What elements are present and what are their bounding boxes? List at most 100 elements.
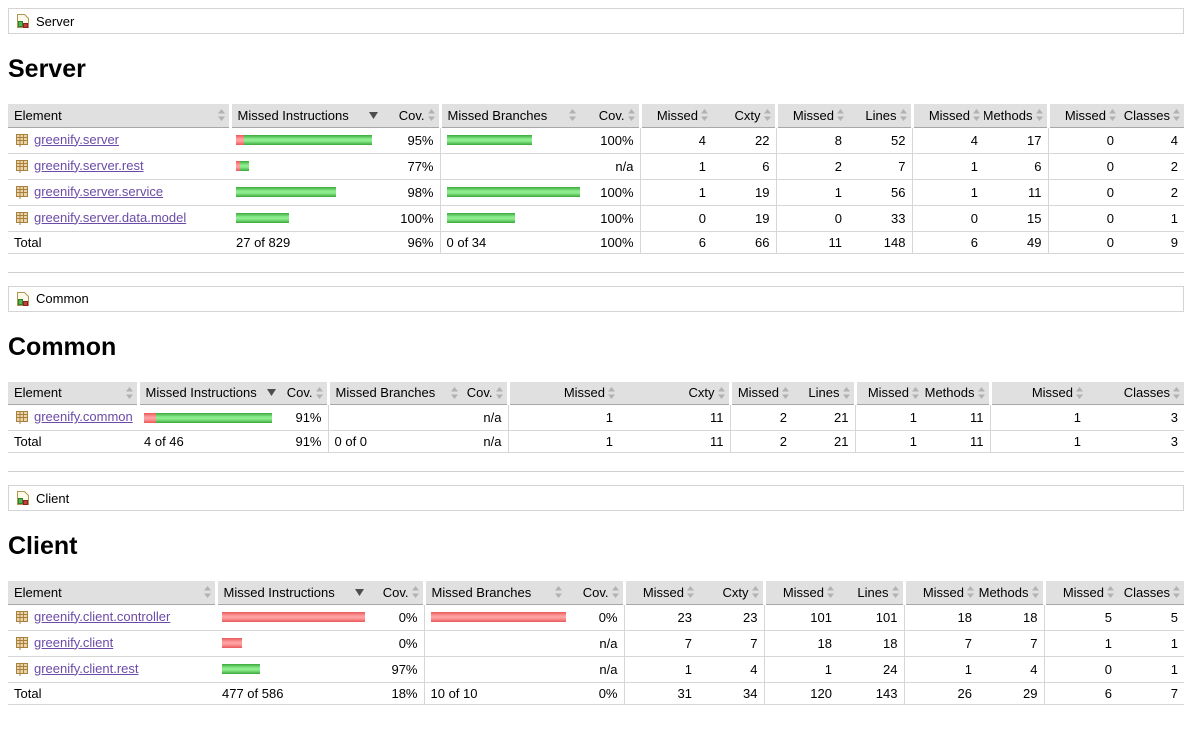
total-metric-value: 2	[729, 430, 793, 453]
package-link[interactable]: greenify.client	[34, 634, 114, 650]
metric-value: 1	[639, 179, 712, 206]
metric-value: 1	[639, 153, 712, 180]
package-link[interactable]: greenify.client.controller	[34, 608, 171, 624]
coverage-bar-cell	[423, 604, 566, 631]
metric-value: 0	[1047, 153, 1120, 180]
metric-value: 1	[763, 656, 838, 683]
metric-value: 4	[639, 127, 712, 154]
sort-toggle-icon	[842, 386, 850, 399]
column-header-label: Missed	[1062, 584, 1104, 600]
package-link[interactable]: greenify.client.rest	[34, 660, 139, 676]
column-header-missed[interactable]: Missed	[1042, 581, 1118, 605]
metric-value: 7	[903, 630, 978, 657]
column-header-label: Missed Instructions	[145, 385, 257, 401]
page-title: Server	[8, 55, 86, 83]
metric-value: 101	[838, 604, 904, 631]
column-header-cov-[interactable]: Cov.	[280, 381, 328, 405]
column-header-label: Cxty	[722, 584, 749, 600]
total-row: Total 477 of 586 18% 10 of 10 0% 31 34 120 143 26…	[8, 682, 1184, 705]
package-link[interactable]: greenify.server.data.model	[34, 209, 187, 225]
column-header-cov-[interactable]: Cov.	[382, 104, 440, 128]
column-header-missed[interactable]: Missed	[910, 104, 984, 128]
table-row: greenify.common 91% n/a 1 11 2 21 1 11 1 3	[8, 404, 1184, 431]
element-cell: greenify.server.rest	[8, 153, 230, 180]
column-header-missed[interactable]: Missed	[728, 381, 793, 405]
column-header-label: Classes	[1123, 107, 1170, 123]
column-header-missed[interactable]: Missed	[902, 581, 978, 605]
total-metric-value: 1	[507, 430, 619, 453]
column-header-lines[interactable]: Lines	[838, 581, 904, 605]
column-header-element[interactable]: Element	[8, 581, 216, 605]
missed-bar	[430, 612, 566, 622]
total-metric-value: 9	[1120, 231, 1184, 254]
column-header-cxty[interactable]: Cxty	[712, 104, 776, 128]
covered-bar	[236, 213, 289, 223]
coverage-table-common: Element Missed Instructions Cov. Missed Bra…	[8, 381, 1184, 453]
column-header-missed[interactable]: Missed	[638, 104, 712, 128]
column-header-missed[interactable]: Missed	[622, 581, 698, 605]
column-header-classes[interactable]: Classes	[1087, 381, 1184, 405]
column-header-missed-instructions[interactable]: Missed Instructions	[228, 104, 382, 128]
column-header-missed[interactable]: Missed	[1046, 104, 1120, 128]
column-header-missed[interactable]: Missed	[506, 381, 619, 405]
column-header-missed[interactable]: Missed	[853, 381, 923, 405]
column-header-cxty[interactable]: Cxty	[619, 381, 730, 405]
missed-bar	[222, 612, 365, 622]
coverage-bar-cell	[230, 127, 382, 154]
column-header-missed-instructions[interactable]: Missed Instructions	[214, 581, 368, 605]
column-header-element[interactable]: Element	[8, 381, 138, 405]
package-link[interactable]: greenify.server.rest	[34, 157, 144, 173]
sort-toggle-icon	[1031, 586, 1039, 599]
sort-desc-icon	[369, 111, 378, 119]
column-header-methods[interactable]: Methods	[978, 581, 1044, 605]
metric-value: 1	[903, 656, 978, 683]
package-icon	[14, 157, 30, 176]
total-missed-instructions: 27 of 829	[230, 231, 382, 254]
column-header-missed[interactable]: Missed	[774, 104, 848, 128]
column-header-lines[interactable]: Lines	[848, 104, 912, 128]
column-header-missed-branches[interactable]: Missed Branches	[438, 104, 580, 128]
metric-value: 5	[1043, 604, 1118, 631]
sort-toggle-icon	[827, 586, 834, 599]
package-link[interactable]: greenify.common	[34, 409, 133, 424]
package-link[interactable]: greenify.server	[34, 131, 120, 147]
metric-value: 33	[848, 205, 912, 232]
column-header-methods[interactable]: Methods	[984, 104, 1048, 128]
column-header-cov-[interactable]: Cov.	[368, 581, 424, 605]
total-metric-value: 26	[903, 682, 978, 705]
column-header-cov-[interactable]: Cov.	[580, 104, 640, 128]
metric-value: 22	[712, 127, 776, 154]
column-header-label: Missed	[792, 107, 834, 123]
column-header-cov-[interactable]: Cov.	[566, 581, 624, 605]
column-header-missed-branches[interactable]: Missed Branches	[326, 381, 462, 405]
element-cell: greenify.server	[8, 127, 230, 154]
column-header-label: Cov.	[398, 107, 425, 123]
covered-bar	[446, 135, 532, 145]
column-header-classes[interactable]: Classes	[1118, 581, 1184, 605]
column-header-missed[interactable]: Missed	[762, 581, 838, 605]
section-divider	[8, 471, 1184, 472]
column-header-methods[interactable]: Methods	[923, 381, 990, 405]
column-header-missed-instructions[interactable]: Missed Instructions	[136, 381, 280, 405]
column-header-missed[interactable]: Missed	[988, 381, 1087, 405]
sort-toggle-icon	[701, 109, 708, 122]
metric-value: 5	[1118, 604, 1184, 631]
sort-toggle-icon	[1107, 586, 1114, 599]
column-header-classes[interactable]: Classes	[1120, 104, 1184, 128]
metric-value: 0	[1047, 205, 1120, 232]
column-header-label: Methods	[924, 385, 975, 401]
table-row: greenify.server.rest 77% n/a 1 6 2 7 1 6 0 2	[8, 153, 1184, 180]
column-header-label: Missed	[782, 584, 824, 600]
metric-value: 7	[848, 153, 912, 180]
column-header-cxty[interactable]: Cxty	[698, 581, 764, 605]
column-header-cov-[interactable]: Cov.	[462, 381, 508, 405]
total-metric-value: 6	[1043, 682, 1118, 705]
column-header-missed-branches[interactable]: Missed Branches	[422, 581, 566, 605]
column-header-lines[interactable]: Lines	[793, 381, 855, 405]
branch-coverage-percent: n/a	[566, 630, 624, 657]
sort-toggle-icon	[973, 109, 980, 122]
metric-value: 6	[712, 153, 776, 180]
missed-bar	[236, 161, 240, 171]
column-header-element[interactable]: Element	[8, 104, 230, 128]
package-link[interactable]: greenify.server.service	[34, 183, 164, 199]
